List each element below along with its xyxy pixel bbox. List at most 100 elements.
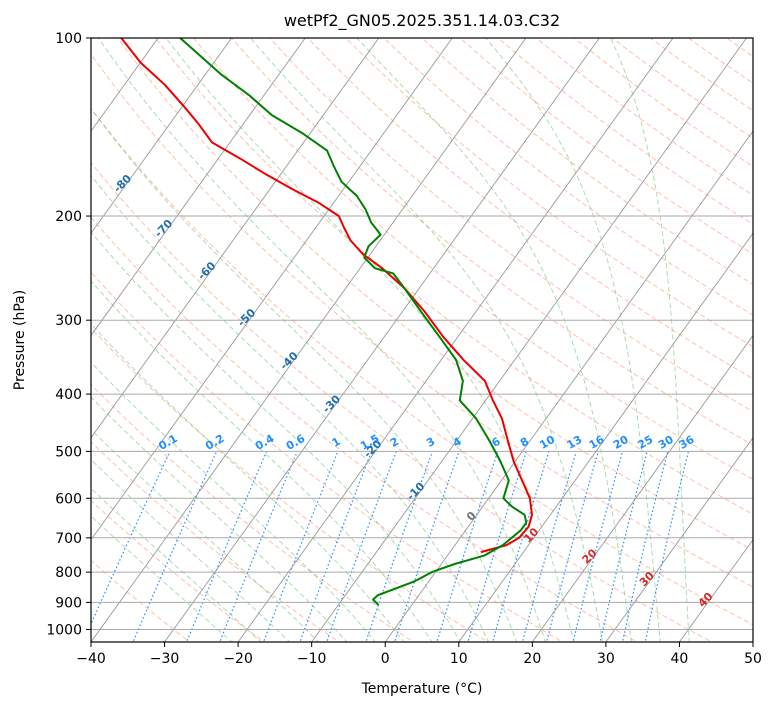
moist-adiabat-line xyxy=(91,231,461,642)
mixing-ratio-label: 16 xyxy=(587,433,607,452)
moist-adiabat-line xyxy=(91,361,376,642)
isotherm-label: 0 xyxy=(464,509,479,524)
mixing-ratio-label: 20 xyxy=(611,433,631,452)
plot-area: -100-90-80-70-60-50-40-30-20-10010203040… xyxy=(34,38,753,642)
moist-adiabat-line xyxy=(91,396,348,642)
mixing-ratio-label: 4 xyxy=(451,435,464,450)
isotherm-line xyxy=(91,38,233,235)
dry-adiabat-line xyxy=(91,559,191,642)
dry-adiabat-line xyxy=(193,38,753,480)
moist-adiabat-line xyxy=(250,38,604,642)
dry-adiabat-line xyxy=(91,441,340,642)
isobar-grid xyxy=(91,38,753,630)
isotherm-line xyxy=(91,38,380,439)
isotherm-line xyxy=(91,38,159,132)
isotherm-line xyxy=(91,38,527,642)
moist-adiabats xyxy=(91,38,690,642)
mixing-ratio-label: 1 xyxy=(330,435,343,450)
isotherm-line xyxy=(237,38,674,642)
mixing-ratio-line xyxy=(185,451,268,642)
mixing-ratio-line xyxy=(545,451,599,642)
isotherm-label: -50 xyxy=(235,306,258,329)
moist-adiabat-line xyxy=(165,38,575,642)
mixing-ratio-line xyxy=(365,451,433,642)
mixing-ratio-line xyxy=(492,451,550,642)
isotherm-label: -80 xyxy=(111,172,134,195)
mixing-ratio-line xyxy=(621,451,669,642)
dry-adiabat-line xyxy=(155,38,753,515)
mixing-ratio-labels: 0.1 0.2 0.4 0.6 1 1.5 2 3 4 6 8 10 13 16 20 25 30 36 xyxy=(156,432,696,453)
mixing-ratio-line xyxy=(572,451,624,642)
y-tick-label: 300 xyxy=(55,313,82,329)
y-tick-label: 200 xyxy=(55,209,82,225)
mixing-ratio-line xyxy=(299,451,373,642)
isotherm-line xyxy=(605,436,753,642)
moist-adiabat-line xyxy=(91,428,320,642)
mixing-ratio-line xyxy=(91,451,171,626)
isotherm-label: -90 xyxy=(69,128,92,151)
chart-title: wetPf2_GN05.2025.351.14.03.C32 xyxy=(284,11,560,31)
profile-series xyxy=(120,38,533,606)
isotherm-label: -30 xyxy=(320,392,343,415)
plot-frame xyxy=(90,37,754,643)
x-axis: −40 −30 −20 −10 0 10 20 30 40 50 xyxy=(76,642,762,667)
moist-adiabat-line xyxy=(356,38,632,642)
moist-adiabat-line xyxy=(91,487,262,642)
y-tick-label: 500 xyxy=(55,444,82,460)
mixing-ratio-label: 2 xyxy=(388,435,401,450)
moist-adiabat-line xyxy=(91,107,518,642)
y-tick-label: 900 xyxy=(55,595,82,611)
mixing-ratio-line xyxy=(394,451,460,642)
x-tick-label: −40 xyxy=(76,651,106,667)
mixing-ratio-label: 10 xyxy=(537,433,557,452)
mixing-ratio-line xyxy=(521,451,577,642)
moist-adiabat-line xyxy=(91,458,291,642)
dry-adiabat-line xyxy=(345,38,753,348)
dry-adiabat-line xyxy=(91,271,564,642)
dry-adiabat-line xyxy=(459,38,753,255)
dry-adiabat-line xyxy=(688,38,753,84)
mixing-ratio-line xyxy=(326,451,397,642)
moist-adiabat-line xyxy=(91,323,405,642)
y-tick-label: 1000 xyxy=(46,622,82,638)
isotherm-label: -100 xyxy=(34,68,63,97)
dry-adiabat-line xyxy=(91,499,266,642)
dry-adiabat-line xyxy=(269,38,753,413)
y-tick-label: 100 xyxy=(55,31,82,47)
isotherm-line xyxy=(91,38,306,337)
moist-adiabat-line xyxy=(91,515,233,642)
x-tick-label: −20 xyxy=(223,651,253,667)
x-tick-label: 40 xyxy=(671,651,689,667)
mixing-ratio-line xyxy=(436,451,499,642)
mixing-ratio-label: 0.4 xyxy=(253,432,277,453)
dry-adiabat-line xyxy=(91,53,753,588)
isotherm-label: 40 xyxy=(696,590,716,610)
moist-adiabat-line xyxy=(610,38,690,642)
mixing-ratio-label: 30 xyxy=(656,433,676,452)
dry-adiabat-line xyxy=(726,38,753,57)
x-tick-label: 30 xyxy=(597,651,615,667)
isotherm-line xyxy=(531,334,753,642)
isotherm-line xyxy=(678,538,753,642)
y-tick-label: 800 xyxy=(55,565,82,581)
x-tick-label: −10 xyxy=(297,651,327,667)
isotherm-line xyxy=(458,232,753,642)
y-tick-label: 700 xyxy=(55,531,82,547)
dry-adiabat-line xyxy=(91,216,639,642)
moist-adiabat-line xyxy=(97,38,546,642)
dry-adiabat-line xyxy=(421,38,753,285)
mixing-ratio-label: 13 xyxy=(565,433,585,452)
isotherm-grid xyxy=(91,38,753,642)
isotherm-label: -60 xyxy=(195,259,218,282)
moist-adiabat-line xyxy=(91,174,489,642)
isotherm-line xyxy=(311,38,748,642)
dry-adiabat-line xyxy=(307,38,753,380)
moist-adiabat-line xyxy=(485,38,661,642)
x-tick-label: −30 xyxy=(150,651,180,667)
mixing-ratio-label: 25 xyxy=(636,433,656,452)
mixing-ratio-line xyxy=(644,451,689,642)
dry-adiabat-line xyxy=(91,383,415,642)
isotherm-line xyxy=(164,38,600,642)
y-axis-label: Pressure (hPa) xyxy=(12,290,28,390)
dry-adiabats xyxy=(91,38,753,642)
